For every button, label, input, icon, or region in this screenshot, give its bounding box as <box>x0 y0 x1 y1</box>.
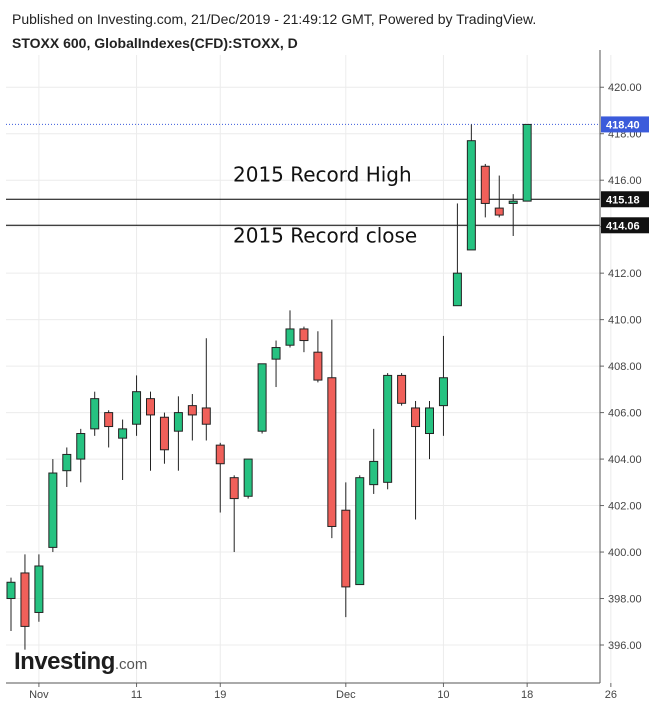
candle-down-body <box>201 407 211 425</box>
x-tick-label: 10 <box>437 689 449 701</box>
candle-down-body <box>397 374 407 404</box>
chart-title: STOXX 600, GlobalIndexes(CFD):STOXX, D <box>12 35 298 51</box>
candle-up-body <box>522 123 532 202</box>
candle-up-body <box>243 458 253 497</box>
x-tick-label: 18 <box>521 689 533 701</box>
y-tick-label: 420.00 <box>608 82 642 94</box>
level-annotation: 2015 Record High <box>233 162 412 186</box>
investing-logo: Investing.com <box>14 648 147 676</box>
x-tick-label: 19 <box>214 689 226 701</box>
published-caption: Published on Investing.com, 21/Dec/2019 … <box>12 11 537 27</box>
candle-up-body <box>425 407 434 435</box>
candles[interactable] <box>6 123 532 650</box>
candle-down-body <box>20 572 30 627</box>
logo-main: Investing <box>14 648 115 675</box>
last-close-price-label: 418.40 <box>606 119 640 131</box>
candle-down-body <box>299 328 309 342</box>
candle-up-body <box>6 581 16 600</box>
candle-down-body <box>187 405 197 416</box>
candle-up-body <box>257 363 267 432</box>
candle-up-body <box>438 377 448 407</box>
candle-up-body <box>466 140 476 251</box>
x-tick-label: 26 <box>605 689 617 701</box>
candle-up-body <box>369 460 379 486</box>
y-tick-label: 412.00 <box>608 268 642 280</box>
candle-up-body <box>452 272 462 307</box>
candle-down-body <box>480 165 490 204</box>
level-lines: 2015 Record High 2015 Record close <box>6 123 600 247</box>
candle-up-body <box>383 374 393 483</box>
candle-up-body <box>173 412 183 432</box>
candle-up-body <box>34 565 44 613</box>
candle-up-body <box>118 428 128 439</box>
y-tick-label: 400.00 <box>608 547 642 559</box>
y-tick-label: 406.00 <box>608 408 642 420</box>
level-price-label-bg <box>601 217 649 234</box>
level-price-label: 415.18 <box>606 194 640 206</box>
candle-up-body <box>76 433 86 460</box>
candle-up-body <box>48 472 58 548</box>
candle-up-body <box>132 391 142 425</box>
level-price-label: 414.06 <box>606 220 640 232</box>
candle-down-body <box>313 351 323 381</box>
candle-down-body <box>341 509 351 588</box>
x-tick-label: Dec <box>336 689 356 701</box>
x-tick-label: 11 <box>131 689 142 701</box>
candle-down-body <box>104 412 114 428</box>
candle-down-body <box>494 207 504 216</box>
candle-up-body <box>90 398 100 430</box>
grid <box>6 55 612 683</box>
candle-up-body <box>355 477 365 586</box>
candle-down-body <box>411 407 421 428</box>
candle-up-body <box>285 328 295 346</box>
level-annotation: 2015 Record close <box>233 223 417 247</box>
y-tick-label: 402.00 <box>608 501 642 513</box>
y-tick-label: 416.00 <box>608 175 642 187</box>
candle-up-body <box>508 200 518 204</box>
price-labels: 418.40 415.18 414.06 <box>601 116 649 234</box>
candle-down-body <box>229 477 239 500</box>
candle-up-body <box>62 453 72 472</box>
level-price-label-bg <box>601 191 649 208</box>
y-tick-label: 396.00 <box>608 640 642 652</box>
candle-down-body <box>327 377 337 527</box>
logo-suffix: .com <box>114 656 148 673</box>
y-tick-label: 408.00 <box>608 361 642 373</box>
candle-up-body <box>271 347 281 360</box>
candle-down-body <box>215 444 225 465</box>
last-close-price-label-bg <box>601 116 649 133</box>
y-tick-label: 410.00 <box>608 315 642 327</box>
candle-down-body <box>146 398 155 416</box>
axes: 396.00 398.00 400.00 402.00 404.00 406.00 408.… <box>6 50 642 701</box>
candle-down-body <box>159 416 169 451</box>
y-tick-label: 404.00 <box>608 454 642 466</box>
x-tick-label: Nov <box>29 689 49 701</box>
y-tick-label: 398.00 <box>608 594 642 606</box>
